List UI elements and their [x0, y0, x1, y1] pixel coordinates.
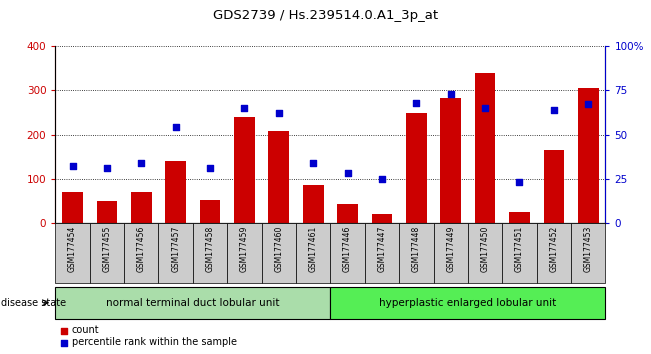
- Text: GSM177452: GSM177452: [549, 226, 559, 272]
- Point: [273, 110, 284, 116]
- Bar: [365, 223, 399, 283]
- Text: GSM177459: GSM177459: [240, 226, 249, 273]
- Text: GDS2739 / Hs.239514.0.A1_3p_at: GDS2739 / Hs.239514.0.A1_3p_at: [213, 9, 438, 22]
- Text: normal terminal duct lobular unit: normal terminal duct lobular unit: [106, 298, 280, 308]
- Bar: [509, 212, 530, 223]
- Bar: [578, 88, 598, 223]
- Point: [102, 165, 112, 171]
- Bar: [337, 204, 358, 223]
- Bar: [268, 131, 289, 223]
- Point: [411, 100, 422, 105]
- Point: [342, 171, 353, 176]
- Bar: [406, 113, 426, 223]
- Point: [549, 107, 559, 113]
- Point: [377, 176, 387, 182]
- Bar: [372, 214, 393, 223]
- Text: hyperplastic enlarged lobular unit: hyperplastic enlarged lobular unit: [380, 298, 557, 308]
- Point: [480, 105, 490, 111]
- Point: [136, 160, 146, 166]
- Bar: [193, 223, 227, 283]
- Bar: [124, 223, 158, 283]
- Bar: [296, 223, 331, 283]
- Bar: [131, 192, 152, 223]
- Text: GSM177450: GSM177450: [480, 226, 490, 273]
- Point: [67, 164, 77, 169]
- Text: GSM177447: GSM177447: [378, 226, 387, 273]
- Text: GSM177446: GSM177446: [343, 226, 352, 273]
- Text: GSM177455: GSM177455: [102, 226, 111, 273]
- Text: GSM177449: GSM177449: [446, 226, 455, 273]
- Bar: [303, 184, 324, 223]
- Text: GSM177458: GSM177458: [206, 226, 215, 272]
- Bar: [158, 223, 193, 283]
- Text: GSM177448: GSM177448: [412, 226, 421, 272]
- Bar: [200, 200, 220, 223]
- Point: [583, 102, 594, 107]
- Bar: [62, 192, 83, 223]
- Bar: [475, 73, 495, 223]
- Text: GSM177461: GSM177461: [309, 226, 318, 272]
- Point: [514, 179, 525, 185]
- Bar: [234, 117, 255, 223]
- Bar: [571, 223, 605, 283]
- Bar: [55, 223, 90, 283]
- Text: GSM177460: GSM177460: [274, 226, 283, 273]
- Bar: [503, 223, 536, 283]
- Point: [205, 165, 215, 171]
- Bar: [399, 223, 434, 283]
- Bar: [55, 287, 330, 319]
- Bar: [440, 98, 461, 223]
- Bar: [90, 223, 124, 283]
- Bar: [227, 223, 262, 283]
- Text: GSM177454: GSM177454: [68, 226, 77, 273]
- Point: [239, 105, 249, 111]
- Text: disease state: disease state: [1, 298, 66, 308]
- Bar: [536, 223, 571, 283]
- Text: GSM177457: GSM177457: [171, 226, 180, 273]
- Legend: count, percentile rank within the sample: count, percentile rank within the sample: [60, 325, 237, 347]
- Text: GSM177451: GSM177451: [515, 226, 524, 272]
- Bar: [262, 223, 296, 283]
- Bar: [96, 201, 117, 223]
- Bar: [331, 287, 605, 319]
- Bar: [434, 223, 468, 283]
- Point: [308, 160, 318, 166]
- Text: GSM177453: GSM177453: [584, 226, 593, 273]
- Bar: [468, 223, 503, 283]
- Bar: [544, 150, 564, 223]
- Bar: [165, 161, 186, 223]
- Text: GSM177456: GSM177456: [137, 226, 146, 273]
- Point: [171, 125, 181, 130]
- Bar: [331, 223, 365, 283]
- Point: [445, 91, 456, 97]
